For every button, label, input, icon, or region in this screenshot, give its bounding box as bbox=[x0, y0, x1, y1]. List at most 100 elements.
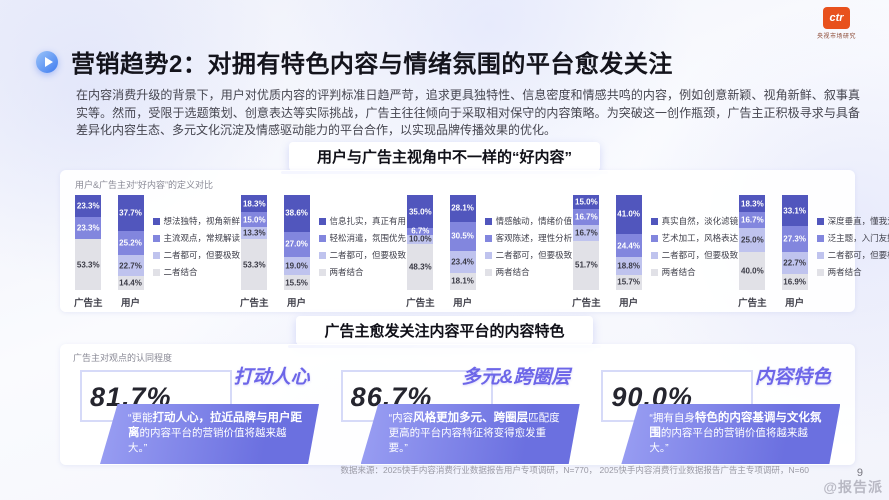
advertiser-bar-column: 18.3% 15.0% 13.3% 53.3% 广告主 bbox=[240, 195, 269, 309]
segment-value-label: 33.1% bbox=[783, 206, 806, 216]
legend-item: 两者结合 bbox=[318, 266, 407, 278]
bar-axis-label: 广告主 bbox=[240, 298, 269, 309]
quote-bold-text: 风格更加多元、跨圈层 bbox=[413, 412, 529, 424]
bars: 23.3% 23.3% 53.3% 广告主 37.7% 25.2% 22.7% 14.4% 用户 bbox=[74, 195, 144, 309]
user-stacked-bar: 37.7% 25.2% 22.7% 14.4% bbox=[117, 195, 144, 290]
legend-swatch bbox=[484, 251, 492, 259]
user-stacked-bar: 41.0% 24.4% 18.8% 15.7% bbox=[615, 195, 642, 290]
cards-caption: 广告主对观点的认同程度 bbox=[73, 353, 173, 363]
legend-swatch bbox=[318, 268, 326, 276]
legend-item: 想法独特，视角新鲜 bbox=[152, 215, 241, 227]
legend-label: 深度垂直，懂我爱好 bbox=[827, 216, 889, 226]
bar-segment: 15.5% bbox=[283, 275, 310, 290]
legend-label: 二者都可，但要极致 bbox=[495, 250, 573, 260]
watermark: @报告派 bbox=[823, 479, 883, 495]
bar-segment: 14.4% bbox=[117, 276, 144, 290]
bar-axis-label: 用户 bbox=[121, 298, 141, 309]
legend-swatch bbox=[650, 251, 658, 259]
legend-swatch bbox=[484, 268, 492, 276]
segment-value-label: 25.0% bbox=[741, 235, 764, 245]
bar-axis-label: 广告主 bbox=[572, 298, 601, 309]
legend-item: 主流观点，常规解读 bbox=[152, 232, 240, 244]
user-bar-column: 41.0% 24.4% 18.8% 15.7% 用户 bbox=[615, 195, 642, 309]
segment-value-label: 22.7% bbox=[119, 261, 142, 271]
quote-text: “内容 bbox=[388, 412, 414, 424]
bar-segment: 38.6% bbox=[283, 195, 310, 232]
segment-value-label: 28.1% bbox=[451, 203, 474, 213]
segment-value-label: 41.0% bbox=[617, 209, 640, 219]
section1-title-wrap: 用户与广告主视角中不一样的“好内容” bbox=[0, 142, 889, 174]
segment-value-label: 22.7% bbox=[783, 258, 806, 268]
legend-label: 真实自然，淡化滤镜 bbox=[661, 216, 739, 226]
legend-item: 客观陈述，理性分析 bbox=[484, 232, 572, 244]
segment-value-label: 19.0% bbox=[285, 261, 308, 271]
legend-item: 真实自然，淡化滤镜 bbox=[650, 215, 739, 227]
bar-axis-label: 用户 bbox=[619, 298, 639, 309]
bar-segment: 35.0% bbox=[407, 195, 434, 229]
legend-item: 两者结合 bbox=[816, 266, 889, 278]
bar-segment: 15.0% bbox=[573, 195, 600, 210]
legend-label: 两者结合 bbox=[495, 267, 530, 277]
bar-axis-label: 用户 bbox=[453, 298, 473, 309]
user-stacked-bar: 33.1% 27.3% 22.7% 16.9% bbox=[781, 195, 808, 290]
legend-item: 轻松消遣，氛围优先 bbox=[318, 232, 406, 244]
quote-text: 匹配度更高的平台内容特征将变得愈发重要。” bbox=[388, 412, 560, 454]
chart-groups: 23.3% 23.3% 53.3% 广告主 37.7% 25.2% 22.7% 14.4% 用户… bbox=[72, 195, 889, 309]
bar-segment: 27.3% bbox=[781, 226, 808, 253]
segment-value-label: 13.3% bbox=[242, 228, 266, 238]
segment-value-label: 15.0% bbox=[575, 197, 598, 207]
segment-value-label: 18.1% bbox=[451, 276, 474, 286]
legend-item: 二者都可，但要极致 bbox=[650, 249, 738, 261]
user-bar-column: 38.6% 27.0% 19.0% 15.5% 用户 bbox=[283, 195, 310, 309]
legend-label: 想法独特，视角新鲜 bbox=[163, 216, 241, 226]
segment-value-label: 37.7% bbox=[119, 208, 142, 218]
segment-value-label: 38.6% bbox=[285, 208, 308, 218]
chart-group-3: 35.0% 6.7% 10.0% 48.3% 广告主 28.1% 30.5% 23.4% 18.… bbox=[406, 195, 572, 309]
legend-swatch bbox=[816, 268, 824, 276]
segment-value-label: 35.0% bbox=[408, 207, 432, 217]
segment-value-label: 16.7% bbox=[575, 228, 598, 238]
bars: 35.0% 6.7% 10.0% 48.3% 广告主 28.1% 30.5% 23.4% 18.… bbox=[406, 195, 476, 309]
legend-item: 二者结合 bbox=[152, 266, 241, 278]
bar-axis-label: 用户 bbox=[785, 298, 805, 309]
quote-bold-text: 特色的内容基调与文化氛围 bbox=[649, 412, 822, 439]
legend: 想法独特，视角新鲜 主流观点，常规解读 二者都可，但要极致 二者结合 bbox=[152, 215, 241, 278]
advertiser-stacked-bar: 18.3% 15.0% 13.3% 53.3% bbox=[241, 195, 268, 290]
bar-segment: 41.0% bbox=[615, 195, 642, 234]
legend-label: 泛主题，入门友好 bbox=[827, 233, 889, 243]
user-bar-column: 33.1% 27.3% 22.7% 16.9% 用户 bbox=[781, 195, 808, 309]
legend-label: 两者结合 bbox=[661, 267, 696, 277]
legend-label: 两者结合 bbox=[827, 267, 862, 277]
segment-value-label: 16.7% bbox=[575, 212, 598, 222]
bar-segment: 28.1% bbox=[449, 195, 476, 222]
bars: 18.3% 16.7% 25.0% 40.0% 广告主 33.1% 27.3% 22.7% 16… bbox=[738, 195, 808, 309]
bar-axis-label: 广告主 bbox=[74, 298, 103, 309]
advertiser-stacked-bar: 23.3% 23.3% 53.3% bbox=[75, 195, 102, 290]
page-title: 营销趋势2：对拥有特色内容与情绪氛围的平台愈发关注 bbox=[71, 51, 673, 78]
advertiser-stacked-bar: 18.3% 16.7% 25.0% 40.0% bbox=[739, 195, 766, 290]
segment-value-label: 23.3% bbox=[76, 223, 100, 233]
quote-text: 的内容平台的营销价值将越来越大。” bbox=[649, 427, 808, 454]
user-bar-column: 37.7% 25.2% 22.7% 14.4% 用户 bbox=[117, 195, 144, 309]
segment-value-label: 14.4% bbox=[119, 278, 142, 288]
segment-value-label: 16.7% bbox=[741, 215, 764, 225]
stat-quote: “更能打动人心，拉近品牌与用户距离的内容平台的营销价值将越来越大。” bbox=[100, 404, 319, 464]
legend-swatch bbox=[318, 234, 326, 242]
footer-source: 数据来源：2025快手内容消费行业数据报告用户专项调研，N=770， 2025快… bbox=[340, 465, 809, 475]
legend-swatch bbox=[152, 217, 160, 225]
legend-item: 二者都可，但要极致 bbox=[816, 249, 889, 261]
bar-segment: 37.7% bbox=[117, 195, 144, 231]
bars: 15.0% 16.7% 16.7% 51.7% 广告主 41.0% 24.4% 18.8% 15… bbox=[572, 195, 642, 309]
bar-segment: 40.0% bbox=[739, 251, 766, 290]
bar-segment: 16.7% bbox=[739, 212, 766, 229]
bar-segment: 48.3% bbox=[407, 244, 434, 290]
cards-panel: 广告主对观点的认同程度 打动人心 81.7% “更能打动人心，拉近品牌与用户距离的内… bbox=[60, 344, 855, 465]
bar-segment: 51.7% bbox=[573, 240, 600, 290]
bar-axis-label: 用户 bbox=[287, 298, 307, 309]
legend-label: 二者都可，但要极致 bbox=[329, 250, 407, 260]
segment-value-label: 10.0% bbox=[408, 234, 432, 244]
bar-segment: 33.1% bbox=[781, 195, 808, 227]
chart-group-2: 18.3% 15.0% 13.3% 53.3% 广告主 38.6% 27.0% 19.0% 15… bbox=[240, 195, 406, 309]
legend-label: 二者结合 bbox=[163, 267, 198, 277]
bars: 18.3% 15.0% 13.3% 53.3% 广告主 38.6% 27.0% 19.0% 15… bbox=[240, 195, 310, 309]
